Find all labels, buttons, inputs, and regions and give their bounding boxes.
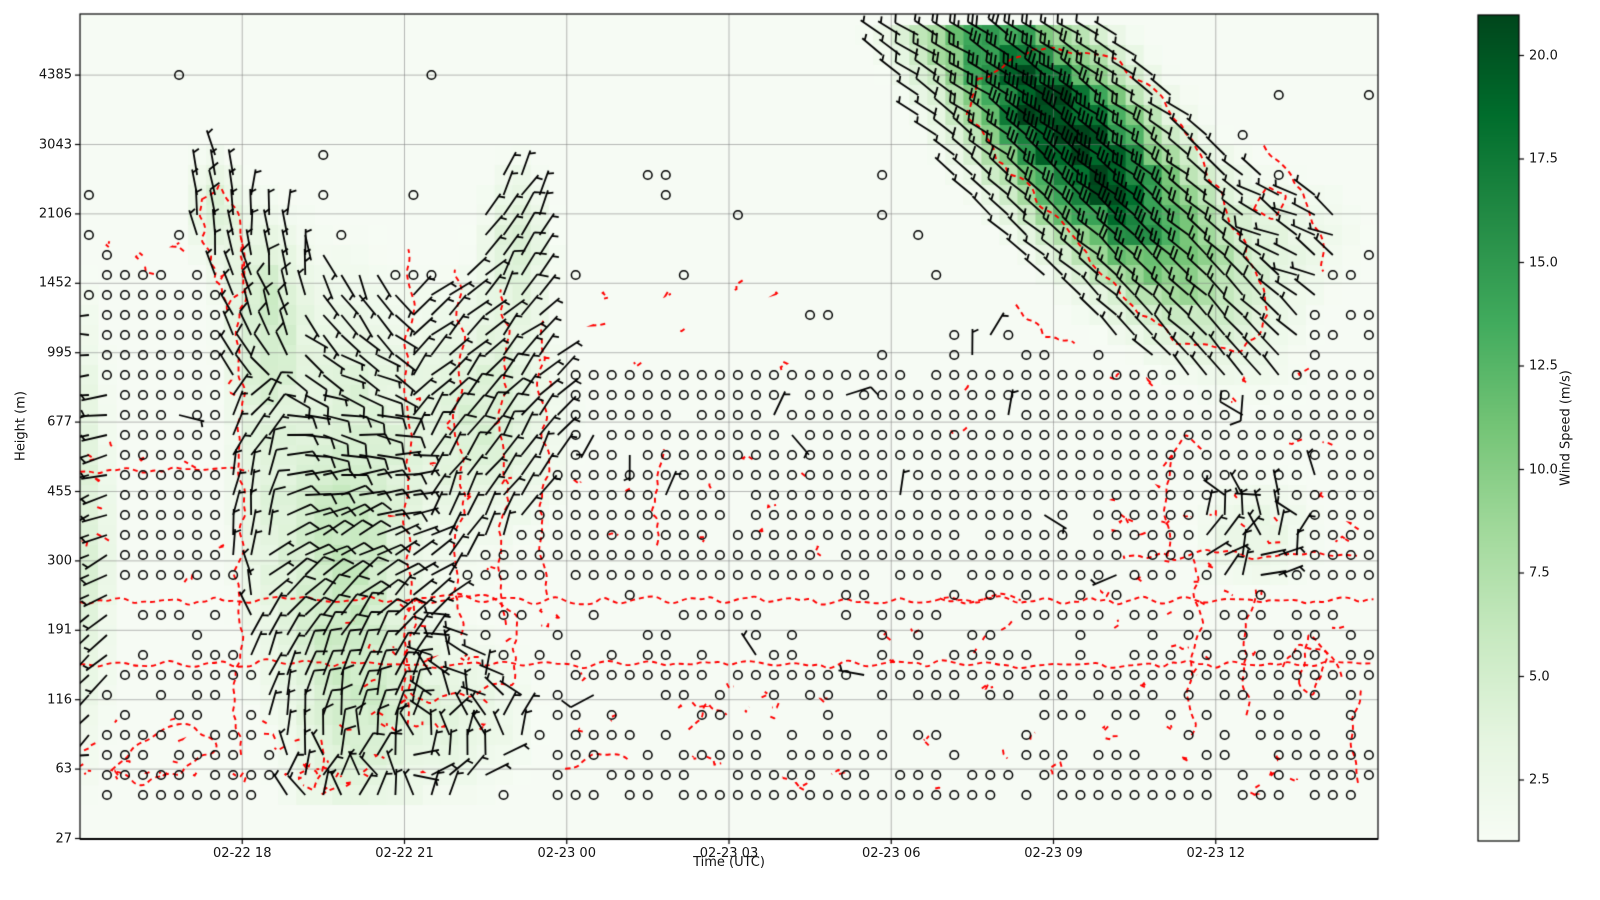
wind-profile-figure: Time (UTC) Height (m) Wind Speed (m/s) 0… <box>0 0 1600 900</box>
wind-profile-chart-canvas <box>0 0 1600 900</box>
